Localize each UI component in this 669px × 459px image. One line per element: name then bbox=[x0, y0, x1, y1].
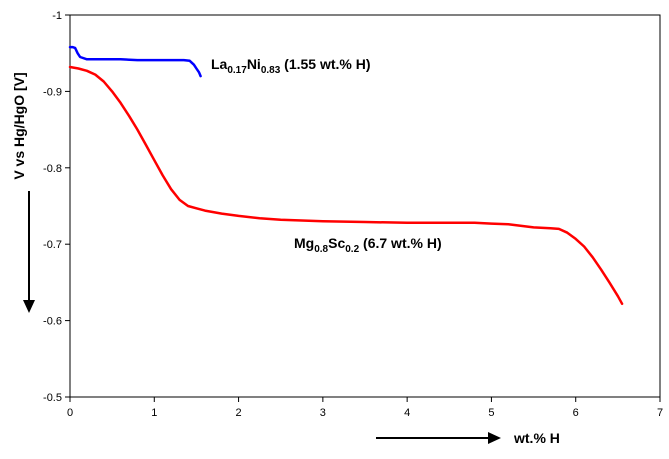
x-tick-label: 5 bbox=[488, 407, 494, 419]
annotation-text: Mg bbox=[294, 235, 314, 251]
y-tick-label: -0.6 bbox=[43, 316, 62, 328]
annotation-text: Sc bbox=[328, 235, 345, 251]
x-axis-ticks: 0 1 2 3 4 5 6 7 bbox=[67, 397, 663, 419]
x-axis-arrow bbox=[376, 432, 501, 444]
x-tick-label: 7 bbox=[657, 407, 663, 419]
y-tick-label: -0.9 bbox=[43, 86, 62, 98]
y-tick-label: -0.8 bbox=[43, 163, 62, 175]
y-axis-title: V vs Hg/HgO [V] bbox=[11, 72, 27, 179]
x-tick-label: 0 bbox=[67, 407, 73, 419]
x-tick-label: 6 bbox=[573, 407, 579, 419]
x-tick-label: 4 bbox=[404, 407, 410, 419]
y-axis-arrow bbox=[23, 191, 35, 313]
series-line-1 bbox=[68, 65, 624, 306]
y-tick-label: -0.7 bbox=[43, 239, 62, 251]
x-tick-label: 3 bbox=[320, 407, 326, 419]
series-line-0 bbox=[68, 45, 202, 78]
annotation-lani: La0.17Ni0.83 (1.55 wt.% H) bbox=[211, 56, 371, 76]
annotation-text: La bbox=[211, 56, 228, 72]
plot-area-frame bbox=[69, 14, 661, 398]
x-axis-title: wt.% H bbox=[513, 430, 560, 446]
annotation-text: Ni bbox=[247, 56, 261, 72]
y-tick-label: -1 bbox=[52, 10, 62, 22]
annotation-text: (6.7 wt.% H) bbox=[359, 235, 441, 251]
y-axis-ticks: -0.5 -0.6 -0.7 -0.8 -0.9 -1 bbox=[43, 10, 70, 404]
series-layer bbox=[68, 45, 624, 306]
annotation-text: (1.55 wt.% H) bbox=[280, 56, 370, 72]
x-tick-label: 2 bbox=[236, 407, 242, 419]
annotation-mgsc: Mg0.8Sc0.2 (6.7 wt.% H) bbox=[294, 235, 442, 255]
x-tick-label: 1 bbox=[151, 407, 157, 419]
annotation-subscript: 0.83 bbox=[261, 65, 281, 76]
y-tick-label: -0.5 bbox=[43, 392, 62, 404]
annotation-subscript: 0.8 bbox=[314, 244, 328, 255]
annotation-subscript: 0.17 bbox=[227, 65, 247, 76]
annotation-subscript: 0.2 bbox=[345, 244, 359, 255]
